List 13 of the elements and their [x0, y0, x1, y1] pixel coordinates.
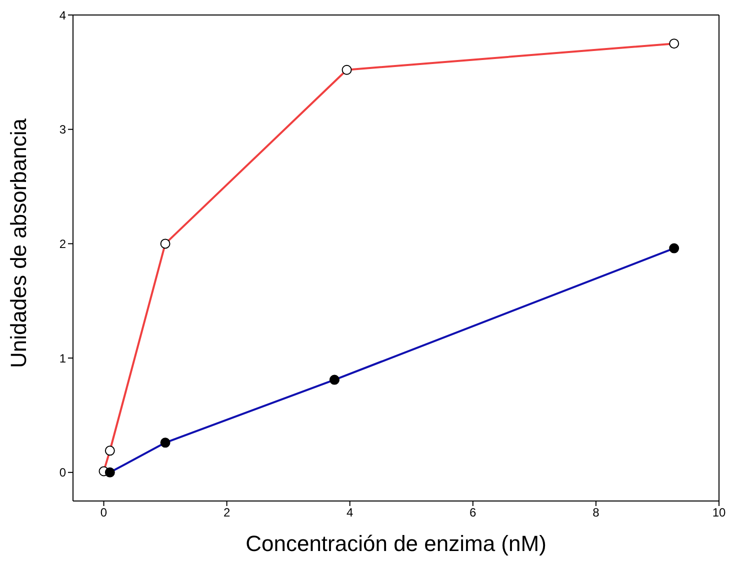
x-tick-label: 2 — [223, 506, 230, 520]
x-axis-title: Concentración de enzima (nM) — [246, 531, 546, 556]
x-tick-label: 6 — [470, 506, 477, 520]
y-tick-label: 3 — [59, 122, 66, 137]
x-tick-label: 4 — [346, 506, 354, 520]
x-tick-label: 8 — [592, 506, 600, 520]
y-tick-label: 1 — [59, 351, 66, 366]
y-tick-label: 0 — [59, 466, 66, 480]
y-axis-title: Unidades de absorbancia — [6, 118, 31, 368]
x-tick-label: 0 — [100, 506, 108, 520]
y-tick-label: 2 — [59, 236, 66, 251]
y-tick-label: 4 — [59, 8, 66, 22]
x-tick-label: 10 — [712, 506, 726, 520]
